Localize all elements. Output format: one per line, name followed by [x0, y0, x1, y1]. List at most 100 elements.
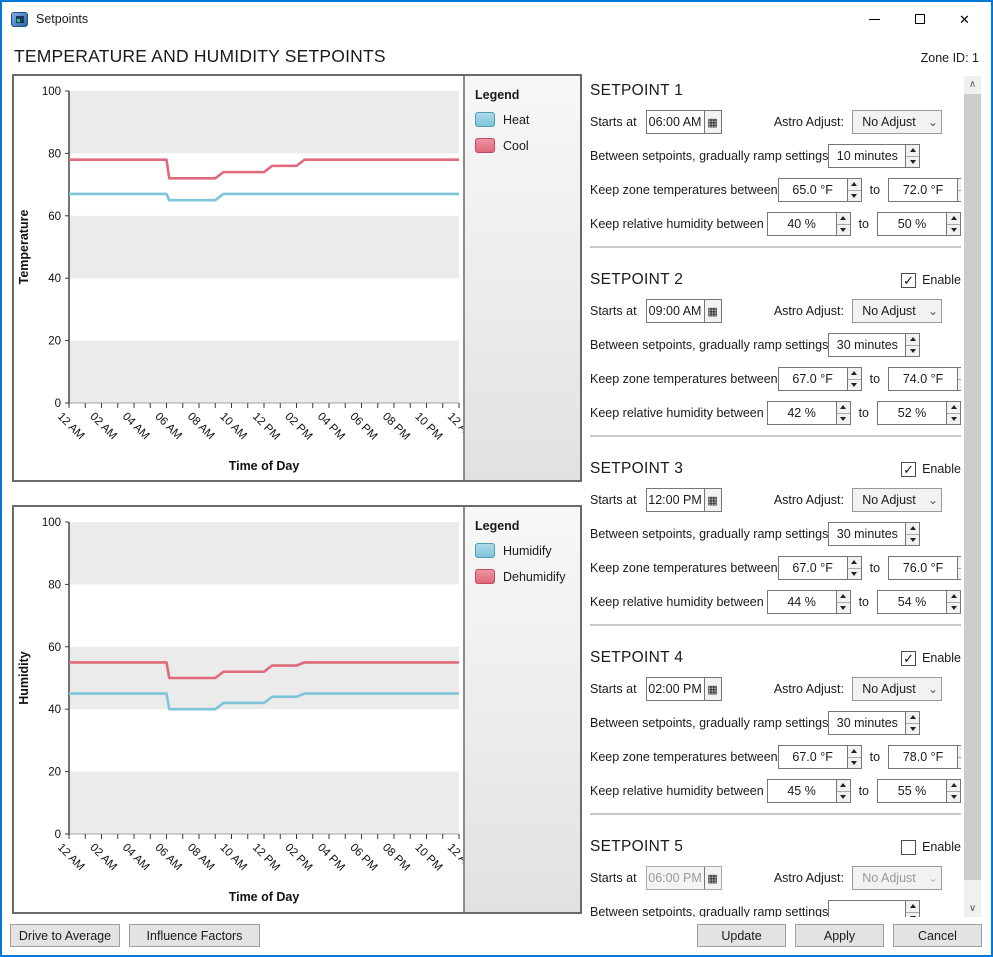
influence-factors-button[interactable]: Influence Factors	[129, 924, 260, 947]
spinner-down-button[interactable]	[906, 155, 920, 168]
spinner-down-button[interactable]	[906, 533, 920, 546]
spinner-down-button[interactable]	[836, 223, 850, 236]
humidity-min-spinner[interactable]: 40 %	[766, 212, 851, 236]
calendar-grid-button[interactable]: ▦	[703, 678, 721, 700]
spinner-down-button[interactable]	[906, 911, 920, 917]
spinner-up-button[interactable]	[906, 712, 919, 723]
scrollbar-thumb[interactable]	[964, 94, 981, 880]
humidity-max-spinner[interactable]: 52 %	[877, 401, 961, 425]
ramp-minutes-spinner[interactable]: 30 minutes	[828, 333, 921, 357]
enable-checkbox[interactable]: ✓	[901, 650, 917, 666]
close-button[interactable]: ✕	[942, 2, 987, 36]
spinner-up-button[interactable]	[837, 591, 850, 602]
scroll-down-button[interactable]: ∨	[964, 900, 981, 917]
spinner-up-button[interactable]	[947, 402, 960, 413]
humidity-max-spinner[interactable]: 54 %	[877, 590, 961, 614]
update-button[interactable]: Update	[697, 924, 786, 947]
ramp-minutes-spinner[interactable]: 30 minutes	[828, 522, 921, 546]
start-time-input[interactable]: 06:00 PM ▦	[645, 866, 722, 890]
humidity-max-spinner[interactable]: 50 %	[877, 212, 961, 236]
start-time-input[interactable]: 06:00 AM ▦	[645, 110, 722, 134]
astro-adjust-select[interactable]: No Adjust ⌄	[852, 110, 942, 134]
humidity-min-spinner[interactable]: 44 %	[766, 590, 851, 614]
spinner-up-button[interactable]	[848, 179, 861, 190]
spinner-down-button[interactable]	[847, 567, 861, 580]
spinner-up-button[interactable]	[906, 334, 919, 345]
calendar-grid-button[interactable]: ▦	[703, 489, 721, 511]
temp-min-spinner[interactable]: 67.0 °F	[777, 745, 862, 769]
spinner-down-button[interactable]	[947, 601, 960, 614]
spinner-down-button[interactable]	[958, 756, 961, 769]
spinner-up-button[interactable]	[837, 780, 850, 791]
spinner-down-button[interactable]	[958, 378, 961, 391]
maximize-button[interactable]	[897, 2, 942, 36]
spinner-up-button[interactable]	[958, 557, 961, 568]
astro-adjust-select[interactable]: No Adjust ⌄	[852, 299, 942, 323]
starts-at-row: Starts at 12:00 PM ▦ Astro Adjust: No Adjust…	[590, 488, 961, 512]
spinner-up-button[interactable]	[947, 780, 960, 791]
vertical-scrollbar[interactable]: ∧ ∨	[964, 76, 981, 917]
setpoint-header: SETPOINT 1	[590, 80, 961, 102]
ramp-minutes-spinner[interactable]: 10 minutes	[828, 144, 921, 168]
temp-min-spinner[interactable]: 67.0 °F	[777, 556, 862, 580]
spinner-down-button[interactable]	[906, 722, 920, 735]
ramp-minutes-spinner[interactable]	[828, 900, 921, 917]
spinner-up-button[interactable]	[848, 557, 861, 568]
astro-adjust-select[interactable]: No Adjust ⌄	[852, 488, 942, 512]
scroll-up-button[interactable]: ∧	[964, 76, 981, 93]
start-time-input[interactable]: 09:00 AM ▦	[645, 299, 722, 323]
spinner-down-button[interactable]	[836, 601, 850, 614]
spinner-down-button[interactable]	[958, 189, 961, 202]
spinner-up-button[interactable]	[906, 145, 919, 156]
spinner-up-button[interactable]	[947, 591, 960, 602]
spinner-down-button[interactable]	[958, 567, 961, 580]
calendar-grid-button[interactable]: ▦	[703, 300, 721, 322]
start-time-input[interactable]: 02:00 PM ▦	[645, 677, 722, 701]
spinner-down-button[interactable]	[847, 378, 861, 391]
temp-max-spinner[interactable]: 74.0 °F	[888, 367, 961, 391]
spinner-up-button[interactable]	[958, 179, 961, 190]
spinner-down-button[interactable]	[836, 790, 850, 803]
temp-min-spinner[interactable]: 65.0 °F	[777, 178, 862, 202]
temp-max-spinner-value: 74.0 °F	[902, 372, 944, 386]
temp-max-spinner[interactable]: 78.0 °F	[888, 745, 961, 769]
apply-button[interactable]: Apply	[795, 924, 884, 947]
spinner-up-button[interactable]	[947, 213, 960, 224]
drive-to-average-button[interactable]: Drive to Average	[10, 924, 120, 947]
cancel-button[interactable]: Cancel	[893, 924, 982, 947]
humidity-min-spinner-arrows	[835, 213, 850, 236]
spinner-up-button[interactable]	[848, 368, 861, 379]
spinner-down-button[interactable]	[947, 412, 960, 425]
ramp-minutes-spinner[interactable]: 30 minutes	[828, 711, 921, 735]
humidity-min-spinner[interactable]: 42 %	[766, 401, 851, 425]
start-time-input[interactable]: 12:00 PM ▦	[645, 488, 722, 512]
calendar-grid-button[interactable]: ▦	[703, 867, 721, 889]
temp-max-spinner[interactable]: 76.0 °F	[888, 556, 961, 580]
temp-max-spinner[interactable]: 72.0 °F	[888, 178, 961, 202]
spinner-up-button[interactable]	[906, 523, 919, 534]
spinner-down-button[interactable]	[947, 790, 960, 803]
enable-checkbox[interactable]	[901, 839, 917, 855]
svg-text:06 AM: 06 AM	[152, 842, 184, 874]
spinner-down-button[interactable]	[947, 223, 960, 236]
humidity-min-spinner[interactable]: 45 %	[766, 779, 851, 803]
temp-min-spinner[interactable]: 67.0 °F	[777, 367, 862, 391]
astro-adjust-select[interactable]: No Adjust ⌄	[852, 677, 942, 701]
spinner-down-button[interactable]	[906, 344, 920, 357]
spinner-up-button[interactable]	[958, 746, 961, 757]
enable-checkbox[interactable]: ✓	[901, 461, 917, 477]
spinner-up-button[interactable]	[848, 746, 861, 757]
spinner-down-button[interactable]	[836, 412, 850, 425]
minimize-button[interactable]	[852, 2, 897, 36]
spinner-down-button[interactable]	[847, 189, 861, 202]
spinner-up-button[interactable]	[958, 368, 961, 379]
spinner-up-button[interactable]	[837, 213, 850, 224]
spinner-up-button[interactable]	[837, 402, 850, 413]
calendar-grid-button[interactable]: ▦	[703, 111, 721, 133]
astro-adjust-select[interactable]: No Adjust ⌄	[852, 866, 942, 890]
enable-checkbox[interactable]: ✓	[901, 272, 917, 288]
humidity-max-spinner[interactable]: 55 %	[877, 779, 961, 803]
spinner-up-button[interactable]	[906, 901, 919, 912]
triangle-down-icon	[950, 794, 957, 799]
spinner-down-button[interactable]	[847, 756, 861, 769]
